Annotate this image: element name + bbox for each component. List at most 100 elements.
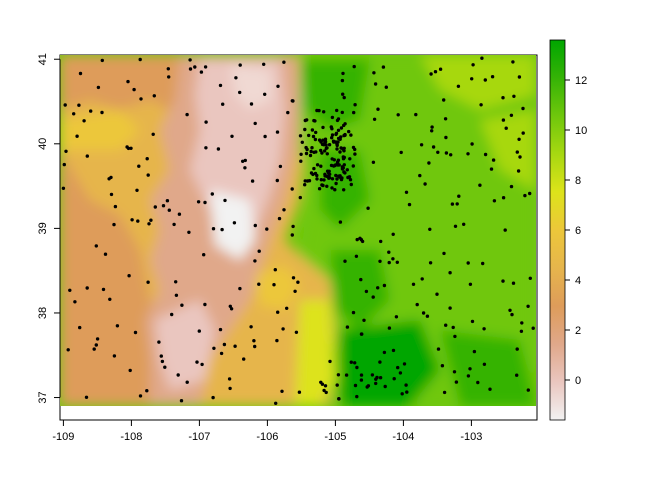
station-point	[325, 146, 329, 150]
station-point	[336, 373, 341, 377]
station-point	[238, 90, 242, 95]
station-point	[488, 387, 492, 391]
station-point	[285, 306, 289, 310]
station-point	[407, 202, 412, 207]
station-point	[349, 182, 353, 187]
station-point	[359, 378, 364, 382]
station-point	[430, 125, 434, 129]
station-point	[188, 67, 193, 71]
station-point	[392, 377, 396, 381]
station-point	[282, 60, 286, 64]
station-point	[448, 271, 452, 275]
station-point	[338, 175, 342, 179]
station-point	[341, 147, 345, 151]
station-point	[319, 380, 323, 384]
station-point	[335, 177, 339, 181]
station-point	[523, 193, 527, 198]
station-point	[359, 332, 364, 336]
station-point	[450, 202, 455, 206]
station-point	[133, 330, 138, 335]
station-point	[273, 268, 277, 272]
station-point	[195, 360, 199, 364]
station-point	[511, 60, 515, 64]
station-point	[328, 172, 332, 176]
station-point	[100, 58, 105, 63]
station-point	[196, 200, 201, 204]
station-point	[342, 188, 346, 192]
station-point	[308, 153, 313, 158]
station-point	[340, 78, 345, 83]
station-point	[342, 95, 346, 100]
station-point	[203, 200, 207, 205]
x-tick-label: -108	[120, 431, 142, 443]
station-point	[145, 389, 149, 393]
station-point	[223, 198, 227, 203]
station-point	[101, 287, 106, 292]
station-point	[442, 98, 446, 102]
station-point	[320, 151, 324, 155]
station-point	[135, 188, 139, 192]
station-point	[112, 222, 116, 227]
station-point	[274, 401, 278, 405]
station-point	[330, 115, 335, 120]
station-point	[216, 147, 221, 151]
station-point	[411, 282, 416, 286]
station-point	[165, 199, 170, 203]
station-point	[509, 113, 514, 118]
station-point	[137, 164, 141, 168]
station-point	[253, 223, 257, 228]
station-point	[176, 373, 180, 377]
station-point	[297, 390, 302, 394]
station-point	[395, 260, 399, 264]
station-point	[526, 304, 530, 308]
station-point	[227, 377, 232, 381]
station-point	[337, 397, 341, 401]
station-point	[382, 350, 387, 355]
station-point	[455, 202, 459, 206]
station-point	[328, 359, 332, 364]
station-point	[476, 380, 480, 385]
station-point	[501, 118, 506, 122]
station-point	[263, 92, 267, 97]
station-point	[520, 321, 524, 325]
station-point	[309, 149, 313, 154]
station-point	[438, 67, 443, 71]
station-point	[323, 137, 328, 141]
station-point	[146, 280, 150, 284]
station-point	[418, 173, 422, 178]
station-point	[220, 227, 224, 232]
station-point	[299, 159, 303, 163]
station-point	[296, 280, 300, 284]
station-point	[353, 103, 357, 107]
station-point	[396, 113, 400, 117]
station-point	[257, 249, 261, 253]
station-point	[85, 154, 90, 158]
station-point	[378, 360, 382, 364]
station-point	[358, 236, 362, 240]
station-point	[448, 306, 452, 310]
station-point	[321, 125, 325, 130]
station-point	[378, 259, 382, 263]
station-point	[193, 65, 197, 69]
station-point	[311, 172, 315, 177]
station-point	[272, 283, 276, 287]
station-point	[348, 178, 353, 182]
station-point	[347, 129, 351, 134]
station-point	[482, 362, 487, 366]
station-point	[423, 182, 427, 186]
station-point	[179, 399, 184, 403]
station-point	[234, 76, 238, 80]
station-point	[383, 384, 387, 389]
station-point	[375, 375, 379, 380]
station-point	[336, 136, 341, 141]
station-point	[282, 208, 286, 212]
station-point	[360, 239, 365, 244]
station-point	[278, 164, 283, 169]
station-point	[353, 152, 357, 156]
station-point	[238, 63, 242, 67]
station-point	[303, 179, 307, 183]
station-point	[482, 327, 486, 331]
station-point	[257, 282, 261, 286]
station-point	[355, 237, 359, 242]
station-point	[323, 149, 327, 153]
